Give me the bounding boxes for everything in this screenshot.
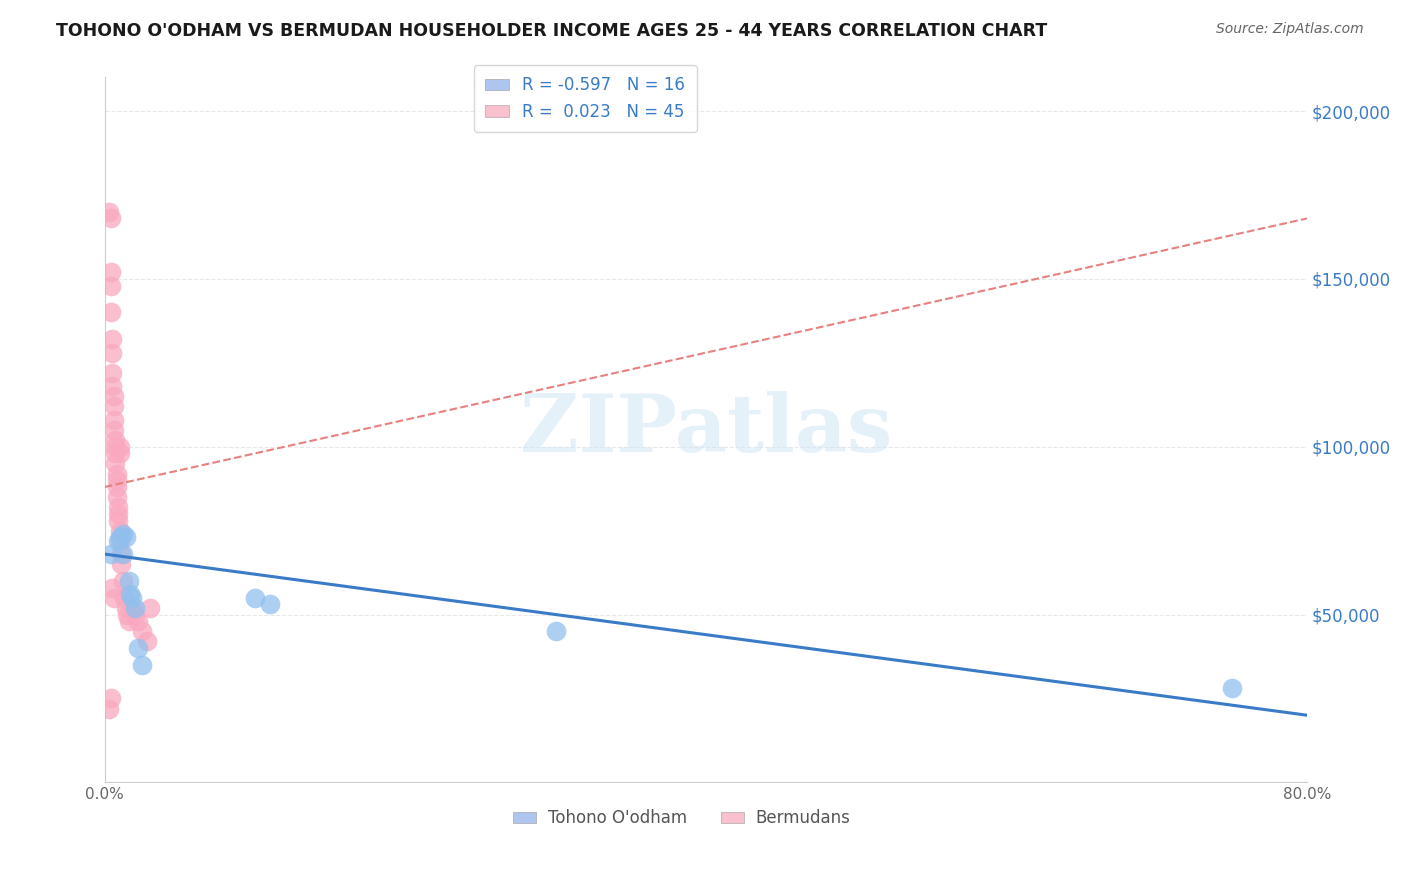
Point [107, 507, 129, 521]
Point [115, 607, 138, 622]
Point [100, 211, 122, 226]
Point [124, 600, 146, 615]
Text: ZIPatlas: ZIPatlas [520, 391, 891, 469]
Point [127, 641, 149, 656]
Point [107, 500, 129, 514]
Point [103, 413, 125, 427]
Point [103, 400, 125, 414]
Point [101, 366, 124, 380]
Point [114, 530, 136, 544]
Point [259, 598, 281, 612]
Text: TOHONO O'ODHAM VS BERMUDAN HOUSEHOLDER INCOME AGES 25 - 44 YEARS CORRELATION CHA: TOHONO O'ODHAM VS BERMUDAN HOUSEHOLDER I… [56, 22, 1047, 40]
Point [107, 533, 129, 548]
Point [114, 600, 136, 615]
Point [101, 332, 124, 346]
Point [103, 389, 125, 403]
Point [110, 547, 132, 561]
Point [103, 423, 125, 437]
Point [111, 547, 134, 561]
Point [103, 591, 125, 605]
Point [544, 624, 567, 639]
Point [98, 701, 121, 715]
Point [100, 265, 122, 279]
Point [105, 480, 128, 494]
Point [110, 557, 132, 571]
Point [112, 591, 135, 605]
Point [105, 467, 128, 481]
Point [108, 446, 131, 460]
Point [105, 490, 128, 504]
Point [131, 624, 153, 639]
Point [120, 587, 142, 601]
Point [100, 305, 122, 319]
Point [104, 440, 127, 454]
Point [108, 533, 131, 548]
Text: Source: ZipAtlas.com: Source: ZipAtlas.com [1216, 22, 1364, 37]
Point [100, 278, 122, 293]
Point [139, 600, 162, 615]
Point [104, 433, 127, 447]
Point [131, 657, 153, 672]
Point [100, 691, 122, 706]
Point [118, 574, 141, 588]
Point [108, 530, 131, 544]
Point [127, 614, 149, 628]
Point [107, 514, 129, 528]
Point [108, 524, 131, 538]
Point [111, 527, 134, 541]
Point [1220, 681, 1243, 696]
Point [101, 345, 124, 359]
Point [111, 574, 134, 588]
Legend: Tohono O'odham, Bermudans: Tohono O'odham, Bermudans [506, 803, 858, 834]
Point [108, 440, 131, 454]
Point [101, 581, 124, 595]
Point [101, 379, 124, 393]
Point [104, 446, 127, 460]
Point [98, 204, 121, 219]
Point [124, 607, 146, 622]
Point [121, 600, 143, 615]
Point [100, 547, 122, 561]
Point [105, 473, 128, 487]
Point [135, 634, 157, 648]
Point [104, 457, 127, 471]
Point [121, 591, 143, 605]
Point [243, 591, 266, 605]
Point [118, 614, 141, 628]
